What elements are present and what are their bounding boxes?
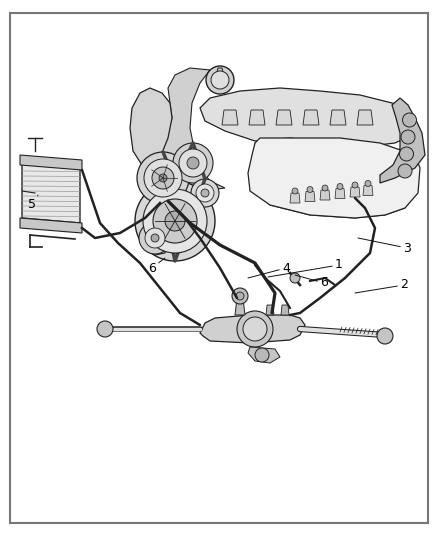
Text: 5: 5 [28, 195, 38, 212]
Circle shape [196, 184, 214, 202]
Circle shape [398, 164, 412, 178]
Circle shape [145, 228, 165, 248]
Polygon shape [20, 155, 82, 170]
Circle shape [143, 189, 207, 253]
Circle shape [211, 71, 229, 89]
Circle shape [401, 130, 415, 144]
Circle shape [237, 311, 273, 347]
Circle shape [290, 273, 300, 283]
Polygon shape [281, 305, 289, 315]
Polygon shape [200, 88, 415, 146]
Circle shape [322, 185, 328, 191]
Polygon shape [266, 305, 274, 315]
Polygon shape [330, 110, 346, 125]
Circle shape [232, 288, 248, 304]
Polygon shape [363, 185, 373, 196]
Circle shape [152, 167, 174, 189]
Polygon shape [249, 110, 265, 125]
Text: 6: 6 [148, 258, 165, 274]
Circle shape [137, 152, 189, 204]
Polygon shape [276, 110, 292, 125]
Circle shape [153, 199, 197, 243]
Text: 1: 1 [268, 259, 343, 277]
Circle shape [135, 181, 215, 261]
Circle shape [307, 187, 313, 192]
Polygon shape [222, 110, 238, 125]
Bar [145, 185, 175, 223]
Circle shape [187, 157, 199, 169]
Polygon shape [22, 163, 80, 223]
Polygon shape [255, 143, 418, 218]
Polygon shape [215, 68, 225, 80]
Circle shape [144, 159, 182, 197]
Polygon shape [350, 187, 360, 197]
Polygon shape [130, 88, 172, 173]
Circle shape [292, 188, 298, 194]
Circle shape [399, 147, 413, 161]
Circle shape [173, 143, 213, 183]
Circle shape [191, 179, 219, 207]
Circle shape [159, 174, 167, 182]
Polygon shape [335, 189, 345, 198]
Circle shape [201, 189, 209, 197]
Text: 6: 6 [295, 275, 328, 289]
Polygon shape [20, 218, 82, 233]
Polygon shape [148, 235, 168, 255]
Polygon shape [290, 193, 300, 203]
Polygon shape [248, 138, 420, 218]
Circle shape [206, 66, 234, 94]
Text: 2: 2 [355, 279, 408, 293]
Circle shape [365, 181, 371, 187]
Circle shape [236, 292, 244, 300]
Polygon shape [303, 110, 319, 125]
Circle shape [151, 234, 159, 242]
Circle shape [243, 317, 267, 341]
Circle shape [377, 328, 393, 344]
Circle shape [403, 113, 417, 127]
Circle shape [352, 182, 358, 188]
Polygon shape [235, 298, 245, 315]
Polygon shape [148, 68, 225, 191]
Circle shape [179, 149, 207, 177]
Polygon shape [248, 347, 280, 363]
Polygon shape [200, 315, 305, 343]
Text: 4: 4 [248, 262, 290, 278]
Polygon shape [305, 191, 315, 201]
Circle shape [337, 183, 343, 190]
Polygon shape [357, 110, 373, 125]
Circle shape [139, 222, 171, 254]
Polygon shape [380, 98, 425, 183]
Circle shape [97, 321, 113, 337]
Circle shape [255, 348, 269, 362]
Circle shape [165, 211, 185, 231]
Text: 3: 3 [358, 238, 411, 254]
Polygon shape [320, 190, 330, 200]
